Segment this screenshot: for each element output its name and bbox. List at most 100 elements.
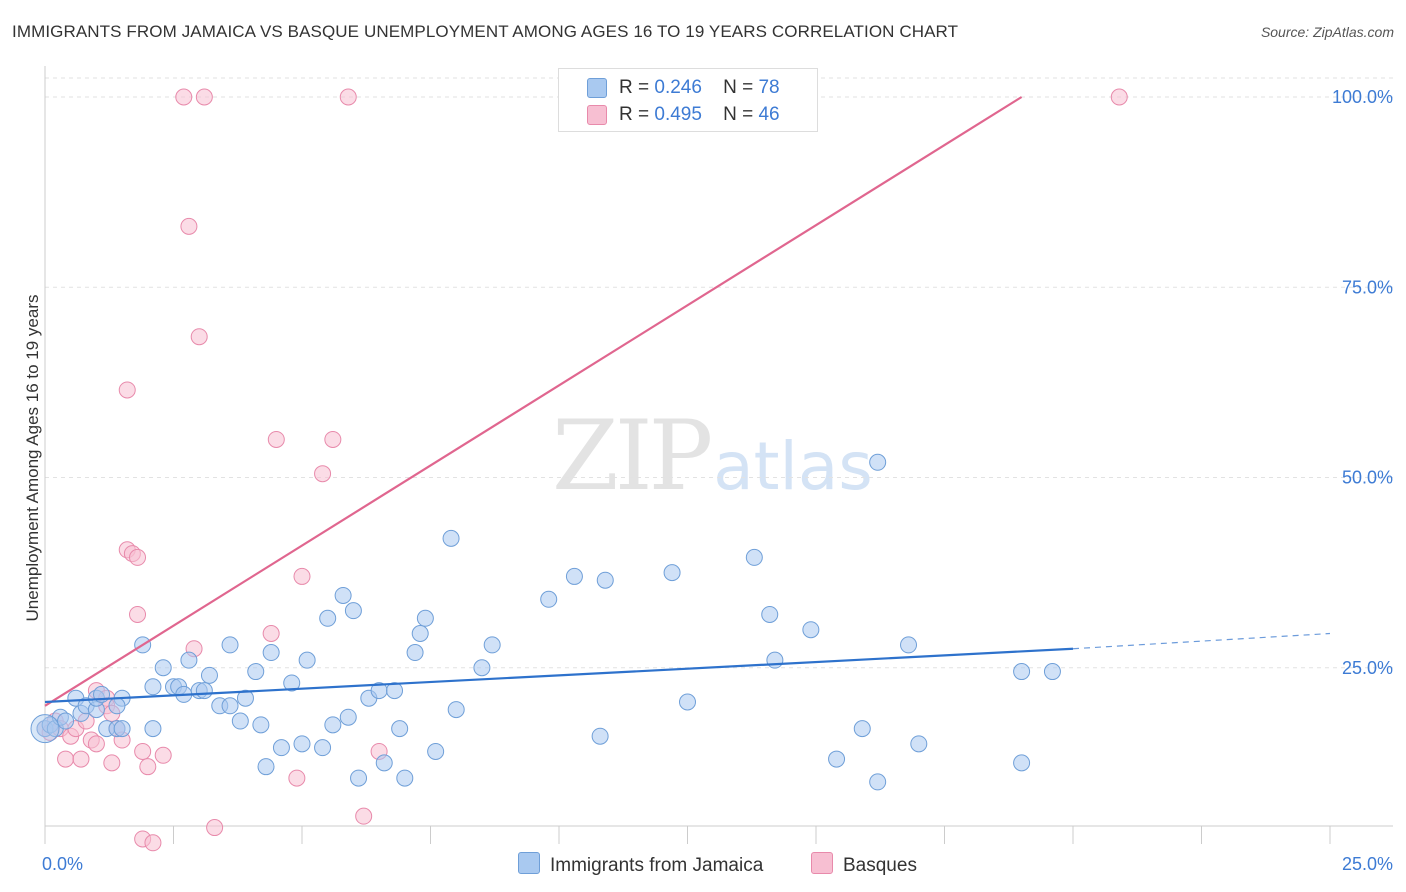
jamaica-point: [283, 674, 301, 692]
legend-n-label: N =: [723, 77, 754, 98]
jamaica-point: [442, 529, 460, 547]
jamaica-point: [416, 609, 434, 627]
basque-point: [267, 430, 285, 448]
jamaica-legend-swatch: [518, 852, 540, 874]
jamaica-trend-extension: [1072, 632, 1331, 650]
tick-labels: 25.0% 50.0% 75.0% 100.0% 0.0% 25.0%: [42, 87, 1393, 874]
jamaica-point: [257, 758, 275, 776]
jamaica-legend-label: Immigrants from Jamaica: [550, 855, 764, 876]
basque-point: [118, 381, 136, 399]
jamaica-point: [154, 659, 172, 677]
basque-point: [175, 88, 193, 106]
jamaica-point: [745, 548, 763, 566]
correlation-legend: R = 0.246 N = 78 R = 0.495 N = 46: [558, 68, 818, 132]
basque-n-value: 46: [758, 104, 780, 125]
jamaica-point: [386, 682, 404, 700]
jamaica-point: [324, 716, 342, 734]
jamaica-point: [591, 727, 609, 745]
basque-point: [288, 769, 306, 787]
y-tick-label: 25.0%: [1342, 658, 1393, 678]
basque-point: [134, 742, 152, 760]
basque-point: [139, 758, 157, 776]
basque-point: [180, 217, 198, 235]
y-tick-label: 50.0%: [1342, 468, 1393, 488]
basque-point: [57, 750, 75, 768]
jamaica-point: [319, 609, 337, 627]
jamaica-point: [314, 739, 332, 757]
jamaica-point: [802, 621, 820, 639]
jamaica-point: [221, 697, 239, 715]
jamaica-point: [679, 693, 696, 711]
basque-r-value: 0.495: [654, 104, 702, 125]
jamaica-point: [540, 590, 558, 608]
basque-point: [314, 465, 332, 483]
jamaica-point: [1013, 754, 1031, 772]
jamaica-point: [350, 769, 368, 787]
jamaica-point: [293, 735, 311, 753]
x-tick-label-min: 0.0%: [42, 854, 83, 874]
jamaica-point: [180, 651, 198, 669]
basque-point: [129, 605, 147, 623]
basque-point: [87, 735, 105, 753]
basque-point: [1110, 88, 1128, 106]
jamaica-point: [828, 750, 846, 768]
jamaica-point: [1013, 663, 1031, 681]
bottom-legend-jamaica: Immigrants from Jamaica: [518, 852, 763, 877]
jamaica-swatch: [587, 78, 607, 98]
legend-n-label: N =: [723, 104, 754, 125]
jamaica-point: [108, 697, 126, 715]
watermark-atlas: atlas: [713, 428, 873, 505]
jamaica-point: [375, 754, 393, 772]
jamaica-point: [411, 625, 429, 643]
basque-point: [144, 834, 162, 852]
trend-lines: [44, 96, 1331, 707]
source-label: Source: ZipAtlas.com: [1260, 24, 1394, 40]
jamaica-point: [853, 720, 871, 738]
legend-r-label: R =: [619, 104, 650, 125]
jamaica-point: [262, 644, 280, 662]
jamaica-point: [195, 682, 213, 700]
jamaica-point: [427, 742, 445, 760]
basque-legend-swatch: [811, 852, 833, 874]
basque-point: [355, 807, 373, 825]
jamaica-n-value: 78: [758, 77, 780, 98]
y-tick-label: 75.0%: [1342, 277, 1393, 297]
basque-swatch: [587, 105, 607, 125]
jamaica-point: [596, 571, 614, 589]
basque-legend-label: Basques: [843, 855, 917, 876]
y-axis-label: Unemployment Among Ages 16 to 19 years: [23, 295, 42, 622]
jamaica-point: [396, 769, 414, 787]
basque-point: [103, 754, 121, 772]
jamaica-point: [473, 659, 491, 677]
jamaica-point: [483, 636, 501, 654]
x-tick-label-max: 25.0%: [1342, 854, 1393, 874]
jamaica-point: [272, 739, 290, 757]
jamaica-point: [406, 644, 424, 662]
jamaica-point: [1043, 663, 1061, 681]
jamaica-point: [144, 678, 162, 696]
jamaica-point: [869, 453, 887, 471]
jamaica-point: [910, 735, 928, 753]
y-tick-label: 100.0%: [1332, 87, 1393, 107]
watermark-zip: ZIP: [552, 400, 713, 512]
jamaica-point: [900, 636, 918, 654]
jamaica-point: [344, 602, 362, 620]
basque-trend-line: [44, 96, 1023, 707]
jamaica-point: [200, 666, 218, 684]
basque-point: [154, 746, 172, 764]
jamaica-point: [766, 651, 784, 669]
watermark: ZIPatlas: [552, 400, 873, 512]
jamaica-point: [221, 636, 239, 654]
jamaica-points: [30, 453, 1061, 791]
jamaica-point: [391, 720, 409, 738]
basque-point: [339, 88, 357, 106]
jamaica-point: [761, 605, 779, 623]
jamaica-r-value: 0.246: [654, 77, 702, 98]
jamaica-point: [113, 720, 131, 738]
basque-point: [129, 548, 147, 566]
jamaica-point: [339, 708, 357, 726]
jamaica-point: [663, 564, 681, 582]
legend-r-label: R =: [619, 77, 650, 98]
jamaica-point: [565, 567, 583, 585]
